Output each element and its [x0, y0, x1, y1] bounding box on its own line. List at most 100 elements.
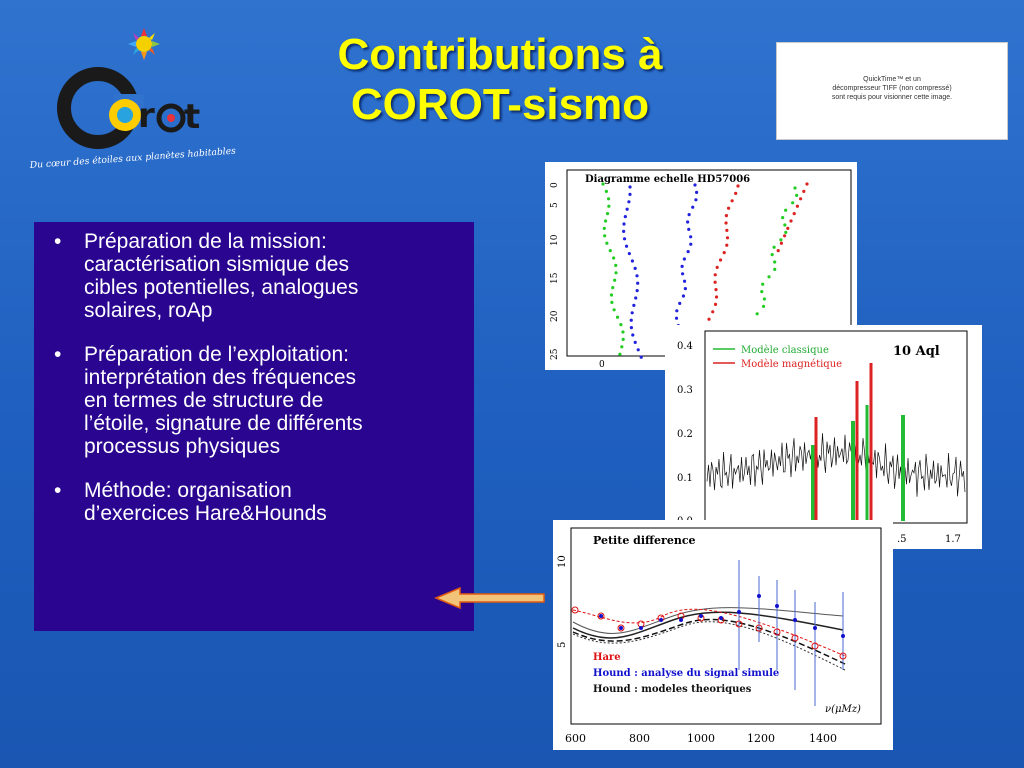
echelle-point: [614, 263, 618, 267]
echelle-point: [627, 200, 631, 204]
echelle-point: [762, 297, 767, 301]
spectrum-y-ticks: 0.4 0.3 0.2 0.1 0.0: [677, 341, 693, 527]
petite-x-ticks: 600 800 1000 1200 1400: [565, 732, 837, 745]
petite-y-tick: 5: [557, 642, 568, 648]
hound-point: [699, 614, 703, 618]
bullet-dot: •: [54, 230, 62, 253]
x-tick: 1200: [747, 732, 775, 745]
bullet-line: solaires, roAp: [84, 299, 213, 322]
echelle-point: [631, 333, 635, 337]
echelle-point: [603, 234, 607, 238]
petite-legend-hare: Hare: [593, 652, 621, 663]
y-tick: 10: [550, 234, 560, 246]
echelle-point: [683, 287, 687, 291]
echelle-point: [718, 258, 723, 262]
echelle-point: [682, 279, 687, 283]
echelle-point: [689, 235, 693, 239]
echelle-point: [795, 204, 799, 208]
echelle-point: [604, 189, 608, 193]
x-tick: 600: [565, 732, 586, 745]
echelle-point: [628, 192, 632, 196]
echelle-point: [805, 182, 809, 186]
echelle-point: [784, 208, 788, 212]
y-tick: 0.1: [677, 473, 693, 484]
echelle-point: [613, 278, 617, 282]
spectrum-x-tick: .5: [897, 534, 907, 545]
echelle-point: [781, 216, 785, 220]
bullet-line: Méthode: organisation: [84, 479, 292, 502]
echelle-point: [792, 212, 796, 216]
echelle-x-tick: 0: [599, 360, 605, 370]
echelle-point: [783, 234, 787, 238]
echelle-point: [619, 323, 623, 327]
y-tick: 20: [550, 310, 560, 322]
bullet-line: l’étoile, signature de différents: [84, 412, 363, 435]
y-tick: 0.2: [677, 429, 693, 440]
title-line-1: Contributions à: [337, 30, 663, 79]
echelle-point: [607, 204, 611, 208]
echelle-point: [791, 201, 795, 205]
echelle-point: [776, 249, 780, 253]
corot-logo: r t Du cœur des étoiles aux planètes hab…: [28, 28, 236, 171]
petite-y-tick: 10: [557, 555, 568, 568]
echelle-point: [614, 271, 618, 275]
x-tick: 1000: [687, 732, 715, 745]
spectrum-plot: 0.4 0.3 0.2 0.1 0.0 .5 1.7 Modèle classi…: [665, 325, 982, 549]
bullet-line: Préparation de l’exploitation:: [84, 343, 350, 366]
hare-point: [791, 634, 799, 642]
echelle-point: [789, 219, 793, 223]
svg-text:r: r: [138, 96, 155, 136]
left-arrow-icon: [434, 586, 545, 610]
echelle-point: [615, 315, 620, 319]
echelle-point: [724, 214, 729, 218]
spectrum-peaks: [811, 363, 905, 521]
echelle-point: [624, 244, 629, 248]
spectrum-legend-magnetique: Modèle magnétique: [741, 359, 842, 370]
echelle-point: [628, 185, 632, 189]
echelle-point: [674, 316, 679, 320]
echelle-point: [736, 184, 740, 188]
svg-text:t: t: [184, 97, 200, 137]
echelle-point: [605, 241, 609, 245]
echelle-point: [793, 186, 797, 190]
echelle-point: [680, 264, 684, 268]
bullet-dot: •: [54, 479, 62, 502]
hound-point: [659, 618, 663, 622]
echelle-point: [725, 243, 729, 247]
echelle-point: [755, 312, 759, 316]
echelle-point: [693, 183, 697, 187]
echelle-point: [784, 230, 788, 234]
echelle-point: [621, 330, 625, 334]
petite-xlabel: ν(μMz): [825, 704, 861, 715]
echelle-point: [725, 236, 730, 240]
echelle-point: [686, 250, 690, 254]
hound-point: [757, 594, 761, 598]
echelle-point: [695, 190, 699, 194]
echelle-point: [601, 182, 605, 186]
echelle-point: [629, 326, 634, 330]
echelle-point: [760, 290, 764, 294]
petite-legend-hound-signal: Hound : analyse du signal simule: [593, 668, 779, 679]
echelle-point: [783, 223, 787, 227]
echelle-point: [730, 199, 734, 203]
echelle-point: [612, 256, 616, 260]
corot-wordmark: r t: [57, 67, 200, 149]
hound-point: [737, 610, 741, 614]
echelle-point: [713, 280, 717, 284]
echelle-point: [635, 289, 639, 293]
echelle-point: [632, 303, 636, 307]
bullet-line: cibles potentielles, analogues: [84, 276, 359, 299]
echelle-point: [610, 300, 614, 304]
echelle-point: [802, 189, 806, 193]
echelle-point: [773, 260, 777, 264]
echelle-point: [621, 337, 625, 341]
echelle-point: [681, 294, 686, 298]
hound-point: [813, 626, 817, 630]
bullet-line: d’exercices Hare&Hounds: [84, 502, 327, 525]
echelle-point: [713, 273, 717, 277]
echelle-point: [767, 275, 771, 279]
echelle-point: [622, 237, 627, 241]
qt-line-2: décompresseur TIFF (non compressé): [832, 85, 952, 92]
bullet-item: • Préparation de la mission: caractérisa…: [48, 230, 466, 322]
